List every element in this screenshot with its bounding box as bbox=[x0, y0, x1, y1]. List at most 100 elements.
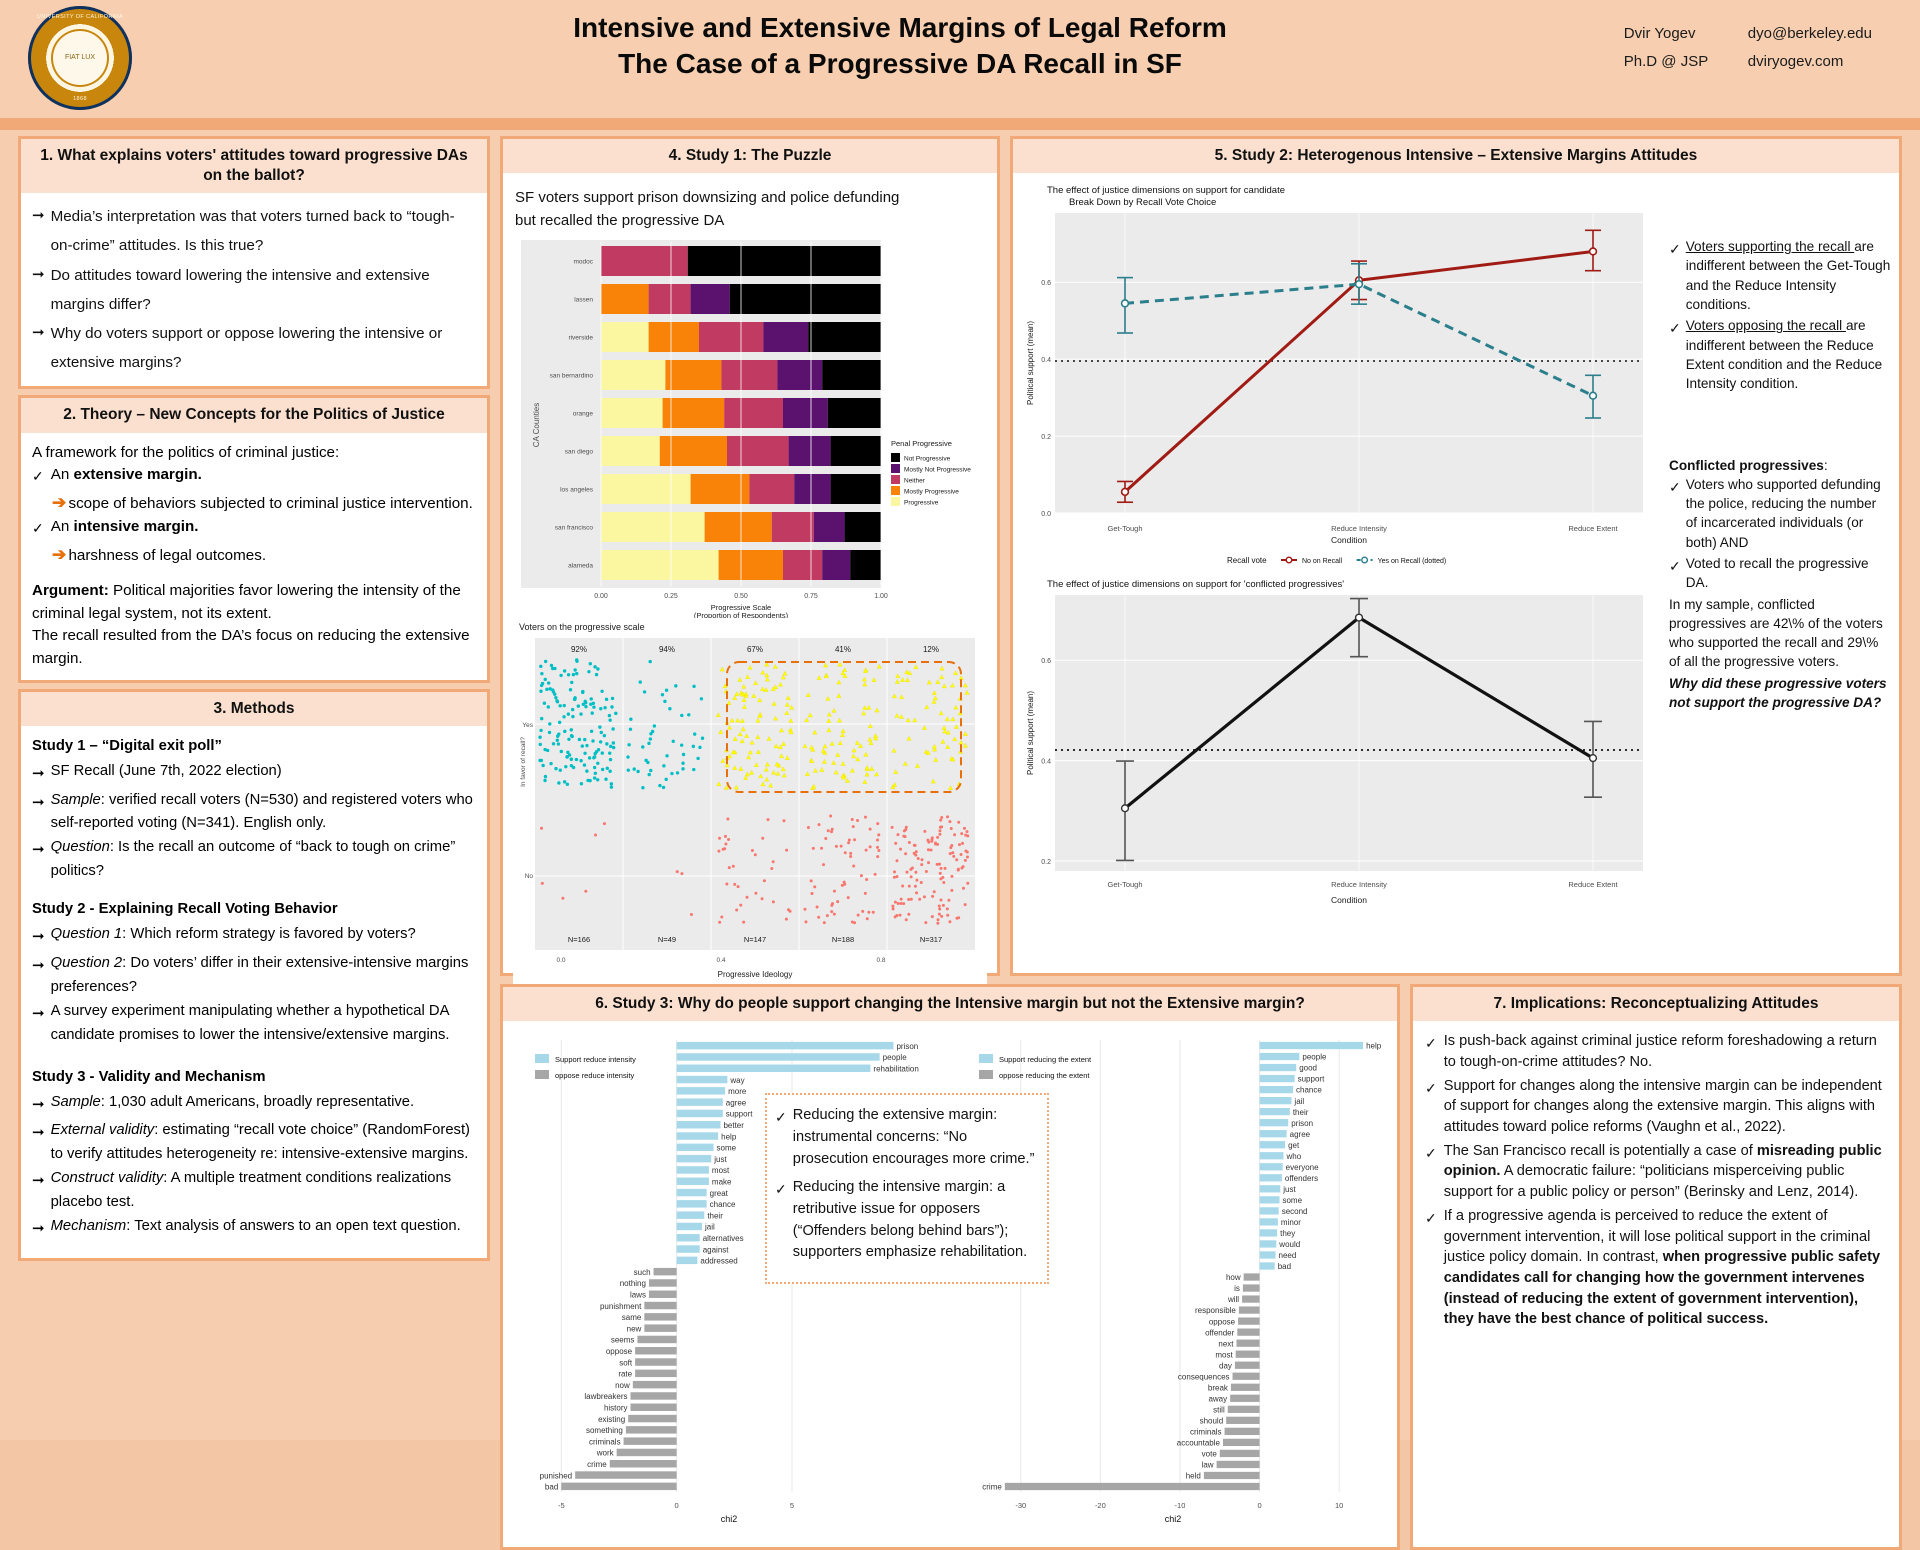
counties-chart-legend: Penal Progressive Not Progressive Mostly N… bbox=[891, 439, 971, 507]
scatter-point-recall-yes bbox=[549, 762, 553, 766]
scatter-point-progressive-recaller bbox=[789, 705, 794, 710]
scatter-point-recall-no bbox=[876, 845, 880, 849]
study-3-item-3: : A multiple treatment conditions realiz… bbox=[50, 1170, 452, 1211]
scatter-point-progressive-recaller bbox=[824, 673, 829, 679]
word-chi2-bar bbox=[676, 1155, 712, 1163]
scatter-point-recall-no bbox=[865, 878, 869, 882]
check-icon: ✓ bbox=[775, 1180, 787, 1197]
scatter-point-progressive-recaller bbox=[739, 738, 745, 744]
word-chi2-label: vote bbox=[1202, 1450, 1218, 1459]
scatter-point-recall-yes bbox=[664, 777, 668, 782]
scatter-point-progressive-recaller bbox=[727, 753, 732, 759]
scatter-point-recall-yes bbox=[590, 711, 594, 715]
word-chart-xtick: -10 bbox=[1175, 1501, 1186, 1510]
scatter-point-progressive-recaller bbox=[774, 761, 780, 767]
scatter-point-progressive-recaller bbox=[932, 746, 937, 752]
word-chi2-label: seems bbox=[611, 1336, 635, 1345]
scatter-point-recall-no bbox=[680, 872, 684, 876]
scatter-point-progressive-recaller bbox=[862, 705, 868, 710]
word-chi2-bar bbox=[630, 1392, 677, 1400]
word-chi2-bar bbox=[1259, 1262, 1275, 1270]
word-chi2-bar bbox=[1259, 1163, 1283, 1171]
scatter-point-progressive-recaller bbox=[751, 693, 757, 698]
scatter-point-recall-yes bbox=[692, 684, 696, 689]
conflicted-paragraph: In my sample, conflicted progressives ar… bbox=[1669, 596, 1883, 670]
scatter-point-recall-no bbox=[727, 866, 731, 870]
scatter-point-progressive-recaller bbox=[763, 767, 769, 772]
scatter-point-recall-yes bbox=[571, 765, 576, 770]
scatter-point-recall-no bbox=[822, 921, 826, 925]
scatter-point-recall-yes bbox=[658, 784, 662, 788]
section-3-panel: 3. Methods Study 1 – “Digital exit poll”… bbox=[18, 688, 490, 1261]
section-7-bullet-1: Is push-back against criminal justice re… bbox=[1443, 1033, 1877, 1070]
scatter-point-recall-no bbox=[890, 826, 894, 830]
scatter-point-recall-yes bbox=[538, 735, 542, 740]
scatter-point-recall-no bbox=[849, 855, 853, 859]
list-item: ➞ SF Recall (June 7th, 2022 election) bbox=[32, 760, 476, 789]
chart3-xtick: Get-Tough bbox=[1107, 524, 1142, 533]
check-icon: ✓ bbox=[1425, 1209, 1437, 1226]
scatter-point-recall-yes bbox=[583, 738, 587, 742]
stacked-bar-segment bbox=[830, 474, 881, 505]
scatter-point-recall-yes bbox=[570, 680, 574, 685]
seal-ring: UNIVERSITY OF CALIFORNIA 1868 bbox=[32, 10, 128, 106]
scatter-point-recall-yes bbox=[591, 701, 596, 706]
scatter-point-recall-yes bbox=[555, 738, 559, 743]
scatter-point-recall-no bbox=[892, 870, 896, 874]
word-chi2-label: held bbox=[1186, 1472, 1201, 1481]
word-chi2-label: bad bbox=[1278, 1262, 1291, 1271]
stacked-bar-segment bbox=[665, 360, 722, 391]
study-3-item-4-lead: Mechanism bbox=[50, 1218, 127, 1235]
legend-label: Mostly Progressive bbox=[904, 489, 959, 496]
scatter-point-recall-yes bbox=[581, 702, 586, 707]
scatter-point-progressive-recaller bbox=[858, 743, 863, 749]
scatter-point-recall-no bbox=[847, 841, 851, 845]
word-chi2-label: addressed bbox=[700, 1257, 737, 1266]
list-item: ➞ Mechanism: Text analysis of answers to… bbox=[32, 1215, 476, 1244]
scatter-point-recall-yes bbox=[595, 778, 600, 782]
scatter-point-recall-no bbox=[951, 851, 955, 855]
scatter-point-progressive-recaller bbox=[812, 729, 818, 735]
scatter-point-recall-no bbox=[750, 849, 754, 853]
scatter-point-progressive-recaller bbox=[953, 704, 959, 710]
word-chi2-label: some bbox=[1282, 1196, 1302, 1205]
scatter-point-recall-yes bbox=[661, 785, 666, 790]
section-7-title: 7. Implications: Reconceptualizing Attit… bbox=[1413, 987, 1899, 1022]
word-chi2-bar bbox=[1259, 1174, 1282, 1182]
section-7-panel: 7. Implications: Reconceptualizing Attit… bbox=[1410, 984, 1902, 1550]
scatter-point-progressive-recaller bbox=[861, 710, 867, 716]
section-6-callout: ✓ Reducing the extensive margin: instrum… bbox=[765, 1093, 1049, 1285]
scatter-point-recall-no bbox=[963, 859, 967, 863]
scatter-point-progressive-recaller bbox=[745, 674, 750, 680]
scatter-point-progressive-recaller bbox=[933, 695, 938, 701]
voters-progressive-scale-chart: Voters on the progressive scale 92% 94% 67… bbox=[513, 620, 987, 1007]
scatter-point-recall-no bbox=[946, 913, 950, 917]
scatter-point-progressive-recaller bbox=[876, 664, 882, 669]
word-chart-xtick: -30 bbox=[1015, 1501, 1026, 1510]
scatter-point-recall-yes bbox=[593, 771, 598, 776]
legend-label: Support reduce intensity bbox=[555, 1055, 636, 1064]
side-bullet-2-rest: are indifferent between the Reduce Exten… bbox=[1685, 318, 1883, 392]
scatter-point-recall-no bbox=[895, 875, 899, 879]
scatter-point-recall-no bbox=[923, 830, 927, 834]
legend-title: Penal Progressive bbox=[891, 439, 952, 448]
facet-n-label: N=317 bbox=[920, 935, 942, 944]
list-item: ✓ Reducing the intensive margin: a retri… bbox=[775, 1177, 1037, 1265]
scatter-point-progressive-recaller bbox=[945, 730, 951, 735]
scatter-point-recall-yes bbox=[609, 744, 613, 749]
word-chi2-label: great bbox=[710, 1189, 729, 1198]
word-chi2-label: their bbox=[707, 1212, 723, 1221]
counties-xtick: 0.00 bbox=[594, 593, 608, 600]
scatter-point-recall-no bbox=[873, 873, 877, 877]
scatter-point-progressive-recaller bbox=[766, 736, 772, 741]
scatter-point-recall-yes bbox=[588, 662, 593, 666]
scatter-point-progressive-recaller bbox=[895, 673, 901, 678]
scatter-point-recall-yes bbox=[580, 690, 585, 695]
word-chi2-bar bbox=[1259, 1207, 1279, 1215]
scatter-point-recall-no bbox=[899, 847, 903, 851]
study-2-item-2: : Do voters’ differ in their extensive-i… bbox=[50, 954, 469, 995]
conflicted-progressives-chart: The effect of justice dimensions on supp… bbox=[1021, 575, 1657, 912]
word-chi2-label: now bbox=[615, 1381, 630, 1390]
word-chi2-label: away bbox=[1208, 1395, 1227, 1404]
scatter-point-recall-yes bbox=[691, 744, 696, 749]
